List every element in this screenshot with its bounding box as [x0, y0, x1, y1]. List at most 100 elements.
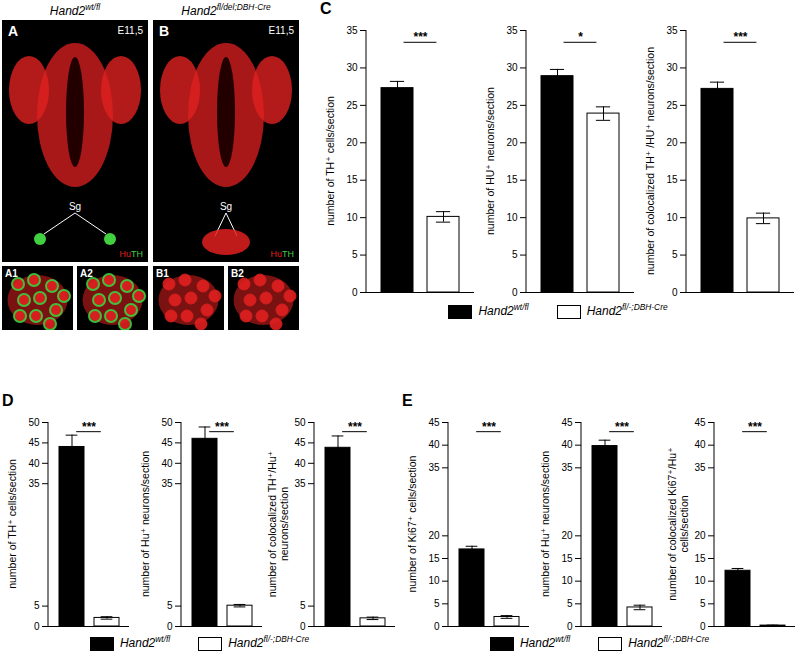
svg-text:***: ***	[615, 420, 629, 434]
html-text:Hand2wt/fl: Hand2wt/fl	[478, 302, 529, 318]
svg-text:20: 20	[346, 137, 358, 148]
svg-text:0: 0	[567, 621, 573, 632]
html-text:number of TH⁺ cells/section: number of TH⁺ cells/section	[324, 96, 337, 226]
svg-text:30: 30	[666, 62, 678, 73]
svg-text:20: 20	[561, 530, 573, 541]
svg-text:0: 0	[34, 621, 40, 632]
html-text:number of colocalized TH⁺ /HU⁺: number of colocalized TH⁺ /HU⁺ neurons/s…	[644, 47, 657, 275]
html-text:number of colocalized TH⁺/Hu⁺: number of colocalized TH⁺/Hu⁺ neurons/se…	[266, 450, 290, 598]
svg-text:35: 35	[294, 478, 306, 489]
svg-text:40: 40	[161, 458, 173, 469]
svg-text:Sg: Sg	[69, 201, 81, 212]
html-text:Hand2fl/-;DBH-Cre: Hand2fl/-;DBH-Cre	[228, 634, 310, 650]
svg-text:40: 40	[694, 439, 706, 450]
svg-text:5: 5	[167, 600, 173, 611]
svg-text:***: ***	[348, 420, 362, 434]
svg-text:5: 5	[34, 600, 40, 611]
svg-text:0: 0	[300, 621, 306, 632]
svg-text:35: 35	[694, 462, 706, 473]
html-text:number of HU⁺ neurons/section: number of HU⁺ neurons/section	[484, 87, 497, 235]
svg-text:45: 45	[28, 437, 40, 448]
svg-text:20: 20	[428, 530, 440, 541]
svg-text:35: 35	[506, 25, 518, 36]
svg-text:10: 10	[428, 575, 440, 586]
html-text:Hand2fl/del;DBH-Cre: Hand2fl/del;DBH-Cre	[181, 2, 271, 18]
svg-text:5: 5	[700, 598, 706, 609]
svg-text:5: 5	[512, 249, 518, 260]
svg-text:A2: A2	[80, 268, 93, 279]
svg-text:0: 0	[512, 287, 518, 298]
svg-text:40: 40	[561, 439, 573, 450]
html-text:number of colocalized Ki67⁺/Hu: number of colocalized Ki67⁺/Hu⁺ cells/se…	[666, 447, 690, 601]
svg-text:25: 25	[666, 100, 678, 111]
svg-text:10: 10	[346, 212, 358, 223]
svg-text:HuTH: HuTH	[119, 249, 143, 259]
svg-text:5: 5	[352, 249, 358, 260]
svg-text:5: 5	[672, 249, 678, 260]
svg-text:Sg: Sg	[220, 201, 232, 212]
svg-text:35: 35	[28, 478, 40, 489]
svg-text:45: 45	[294, 437, 306, 448]
svg-text:***: ***	[413, 30, 427, 44]
html-text:Hand2wt/fl: Hand2wt/fl	[119, 634, 171, 650]
svg-text:15: 15	[694, 553, 706, 564]
svg-text:0: 0	[700, 621, 706, 632]
svg-text:45: 45	[561, 417, 573, 428]
svg-text:40: 40	[294, 458, 306, 469]
svg-text:B2: B2	[231, 268, 244, 279]
svg-text:20: 20	[666, 137, 678, 148]
svg-text:***: ***	[748, 420, 762, 434]
svg-text:***: ***	[82, 420, 96, 434]
svg-text:0: 0	[167, 621, 173, 632]
svg-text:45: 45	[694, 417, 706, 428]
svg-text:50: 50	[294, 417, 306, 428]
svg-text:30: 30	[506, 62, 518, 73]
svg-text:0: 0	[434, 621, 440, 632]
svg-text:50: 50	[28, 417, 40, 428]
svg-text:10: 10	[561, 575, 573, 586]
svg-text:***: ***	[733, 30, 747, 44]
svg-text:B1: B1	[156, 268, 169, 279]
svg-text:25: 25	[346, 100, 358, 111]
svg-text:45: 45	[161, 437, 173, 448]
svg-text:15: 15	[428, 553, 440, 564]
svg-text:35: 35	[346, 25, 358, 36]
svg-text:10: 10	[506, 212, 518, 223]
svg-text:E11,5: E11,5	[269, 25, 295, 36]
svg-text:***: ***	[215, 420, 229, 434]
svg-text:15: 15	[561, 553, 573, 564]
svg-text:40: 40	[28, 458, 40, 469]
svg-text:35: 35	[428, 462, 440, 473]
svg-text:30: 30	[346, 62, 358, 73]
svg-text:0: 0	[672, 287, 678, 298]
svg-text:15: 15	[666, 174, 678, 185]
svg-text:50: 50	[161, 417, 173, 428]
svg-text:15: 15	[346, 174, 358, 185]
svg-text:A: A	[8, 23, 18, 39]
svg-text:5: 5	[434, 598, 440, 609]
svg-text:A1: A1	[5, 268, 18, 279]
html-text:Hand2wt/fl: Hand2wt/fl	[519, 634, 571, 650]
svg-text:15: 15	[506, 174, 518, 185]
svg-text:0: 0	[352, 287, 358, 298]
html-text:Hand2fl/-;DBH-Cre: Hand2fl/-;DBH-Cre	[628, 634, 710, 650]
svg-text:45: 45	[428, 417, 440, 428]
svg-text:HuTH: HuTH	[270, 249, 294, 259]
svg-text:10: 10	[694, 575, 706, 586]
svg-text:5: 5	[300, 600, 306, 611]
svg-text:25: 25	[506, 100, 518, 111]
svg-text:35: 35	[161, 478, 173, 489]
svg-text:E11,5: E11,5	[118, 25, 144, 36]
svg-text:10: 10	[666, 212, 678, 223]
svg-text:35: 35	[561, 462, 573, 473]
svg-text:***: ***	[482, 420, 496, 434]
svg-text:20: 20	[694, 530, 706, 541]
html-text:Hand2wt/fl: Hand2wt/fl	[49, 2, 101, 18]
svg-text:40: 40	[428, 439, 440, 450]
svg-text:20: 20	[506, 137, 518, 148]
svg-text:35: 35	[666, 25, 678, 36]
svg-text:*: *	[578, 30, 583, 44]
svg-text:B: B	[159, 23, 169, 39]
html-text:Hand2fl/-;DBH-Cre: Hand2fl/-;DBH-Cre	[586, 302, 668, 318]
svg-text:5: 5	[567, 598, 573, 609]
